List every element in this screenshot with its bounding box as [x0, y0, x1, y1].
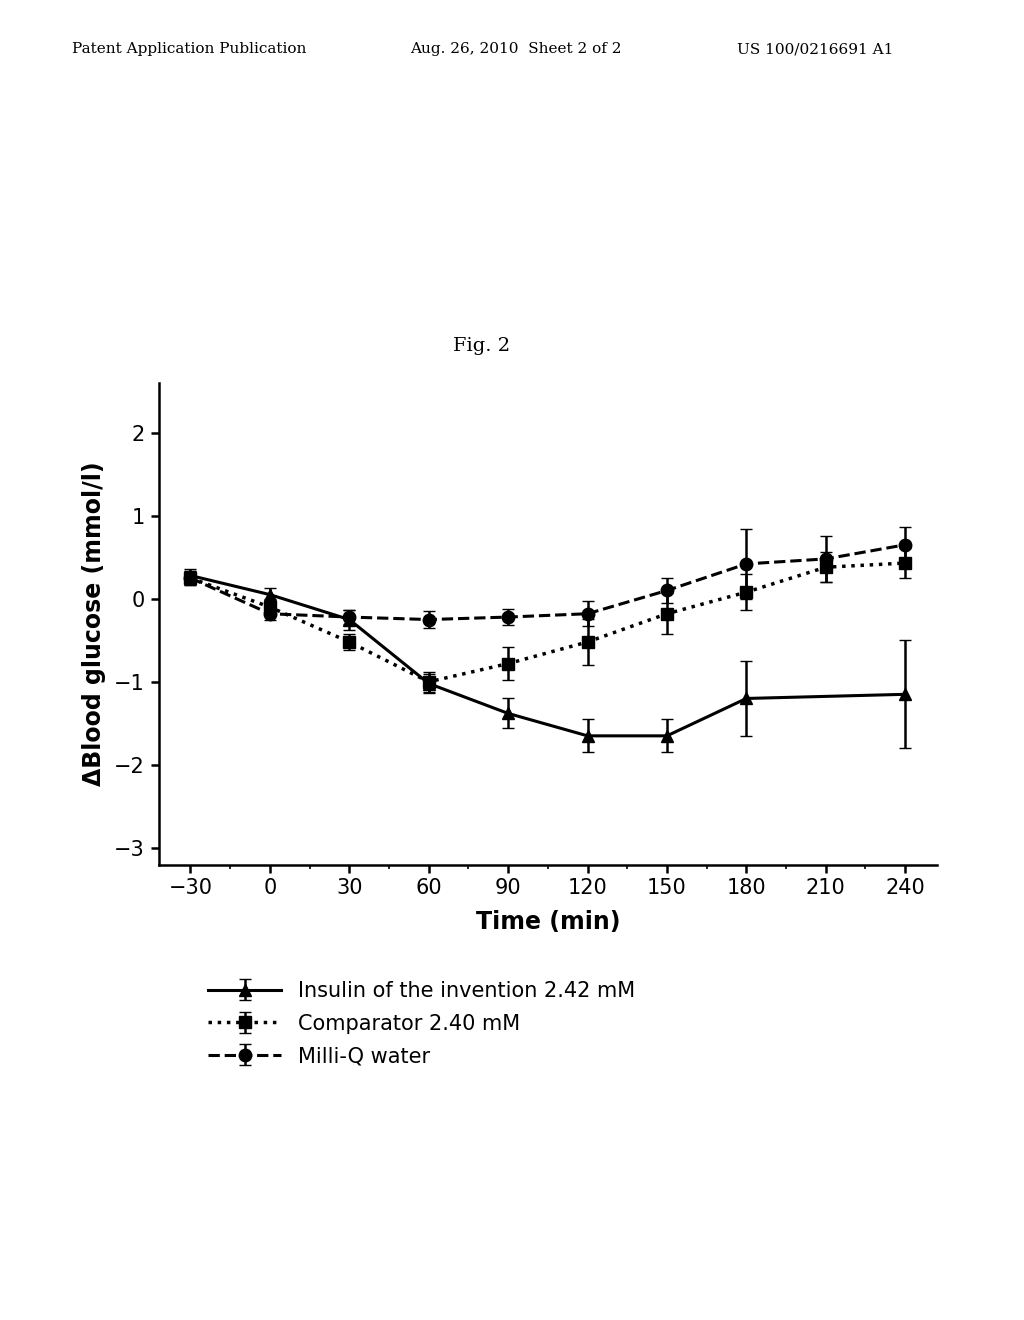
- Legend: Insulin of the invention 2.42 mM, Comparator 2.40 mM, Milli-Q water: Insulin of the invention 2.42 mM, Compar…: [208, 981, 635, 1067]
- Text: Fig. 2: Fig. 2: [453, 337, 510, 355]
- Y-axis label: ΔBlood glucose (mmol/l): ΔBlood glucose (mmol/l): [82, 462, 105, 785]
- Text: Patent Application Publication: Patent Application Publication: [72, 42, 306, 57]
- Text: US 100/0216691 A1: US 100/0216691 A1: [737, 42, 894, 57]
- Text: Aug. 26, 2010  Sheet 2 of 2: Aug. 26, 2010 Sheet 2 of 2: [410, 42, 622, 57]
- X-axis label: Time (min): Time (min): [475, 909, 621, 933]
